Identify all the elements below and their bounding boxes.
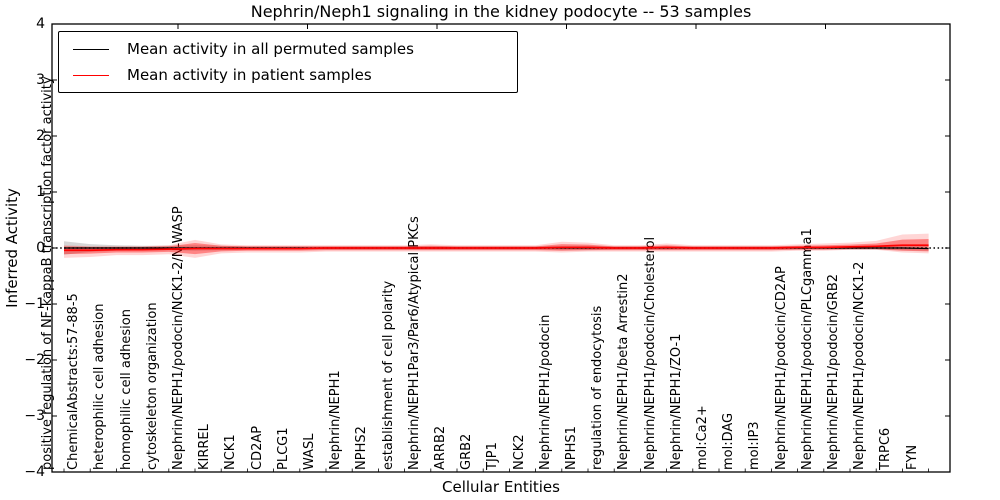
legend-item-patient: Mean activity in patient samples [59,66,517,84]
chart-title: Nephrin/Neph1 signaling in the kidney po… [250,2,752,21]
patient-band [64,239,929,255]
legend: Mean activity in all permuted samples Me… [58,31,518,93]
legend-label-patient: Mean activity in patient samples [127,66,372,84]
legend-line-patient-icon [73,74,109,76]
patient-band-outer [64,233,929,258]
y-tick-label: −2 [24,352,45,368]
y-tick-label: 3 [36,72,45,88]
patient-mean-line [64,244,929,252]
y-tick-label: −4 [24,464,45,480]
y-tick-label: 0 [36,240,45,256]
legend-line-permuted-icon [73,48,109,50]
x-axis-title: Cellular Entities [442,478,560,496]
y-tick-label: −1 [24,296,45,312]
y-tick-label: 1 [36,184,45,200]
legend-label-permuted: Mean activity in all permuted samples [127,40,414,58]
legend-item-permuted: Mean activity in all permuted samples [59,40,517,58]
y-tick-label: −3 [24,408,45,424]
y-tick-label: 4 [36,16,45,32]
y-tick-label: 2 [36,128,45,144]
